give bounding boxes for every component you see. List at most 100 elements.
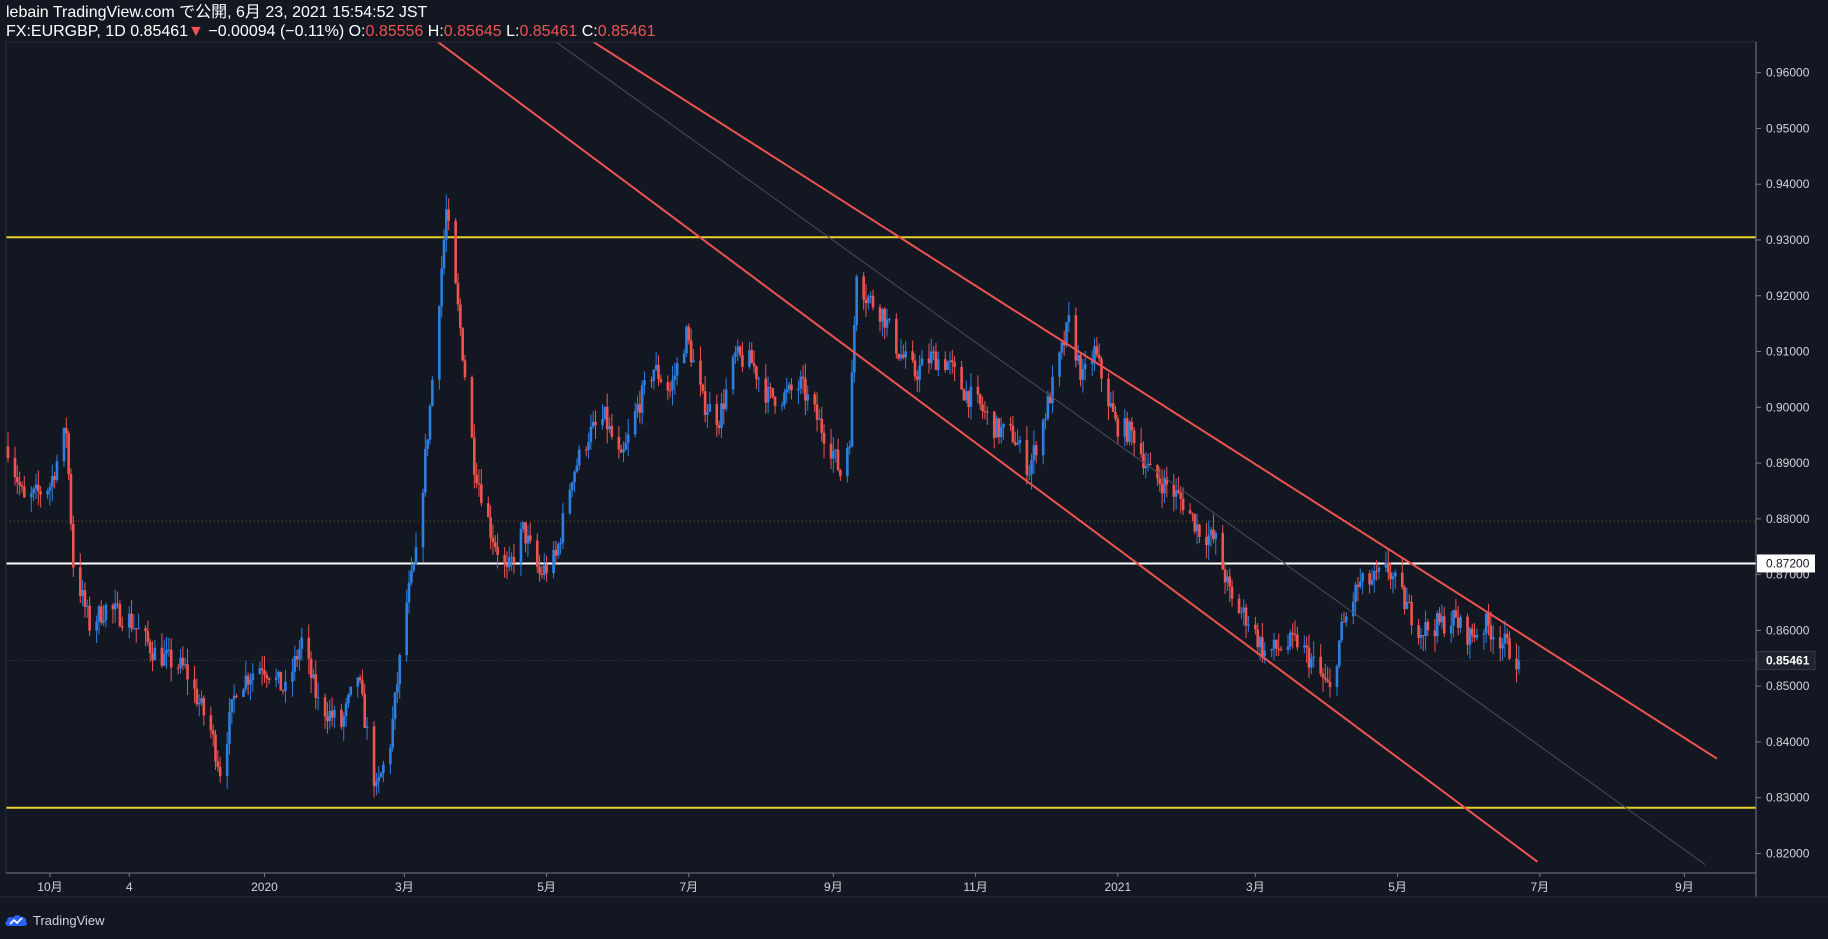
candle-body <box>601 418 604 426</box>
candle-body <box>153 647 157 661</box>
candle-body <box>67 433 70 474</box>
candle-body <box>375 781 378 787</box>
candle-body <box>1328 681 1332 688</box>
candle-body <box>146 631 150 643</box>
candle-body <box>144 628 147 632</box>
candle-body <box>878 307 882 322</box>
candle-body <box>570 482 574 490</box>
candle-body <box>1303 645 1306 648</box>
candle-body <box>1261 637 1264 657</box>
y-tick-label: 0.85000 <box>1766 679 1810 693</box>
candle-body <box>1489 625 1493 640</box>
candle-body <box>312 674 315 679</box>
plot-frame <box>5 41 1757 874</box>
candle-body <box>274 677 278 680</box>
candle-body <box>1484 613 1488 634</box>
candle-body <box>524 522 527 544</box>
candle-body <box>225 743 229 777</box>
tradingview-footer[interactable]: TradingView <box>4 911 105 929</box>
candle-body <box>1449 625 1453 634</box>
close-label: C: <box>581 23 598 40</box>
candle-body <box>1391 576 1395 580</box>
candle-body <box>1058 352 1061 377</box>
candle-body <box>1074 315 1078 361</box>
candle-body <box>421 492 425 548</box>
candle-body <box>1132 430 1136 444</box>
candle-body <box>741 354 744 367</box>
candle-body <box>1256 629 1260 648</box>
candle-body <box>340 709 343 727</box>
candle-body <box>785 389 789 393</box>
candle-body <box>1163 477 1166 494</box>
candle-body <box>738 346 742 355</box>
candle-body <box>393 692 397 719</box>
candle-body <box>885 319 889 328</box>
candle-body <box>587 442 590 450</box>
candle-body <box>1338 640 1341 667</box>
candle-body <box>1277 648 1280 650</box>
candle-body <box>88 605 91 631</box>
candle-body <box>920 358 924 366</box>
candle-body <box>1342 621 1346 623</box>
candle-body <box>13 458 17 478</box>
x-tick-label: 9月 <box>1675 880 1694 894</box>
candle-body <box>459 304 462 329</box>
trend-lines[interactable] <box>404 17 1718 866</box>
candle-body <box>687 326 691 341</box>
candle-body <box>111 604 115 610</box>
candle-body <box>519 528 523 564</box>
candle-body <box>328 710 332 722</box>
candle-body <box>829 443 833 459</box>
candle-body <box>1358 581 1362 587</box>
x-tick-label: 7月 <box>679 880 698 894</box>
candle-body <box>1193 514 1197 532</box>
candle-body <box>608 425 611 430</box>
candle-body <box>218 767 222 777</box>
horizontal-lines[interactable] <box>6 236 1756 809</box>
candle-body <box>20 485 24 487</box>
candle-body <box>633 411 637 435</box>
candle-body <box>897 353 900 359</box>
candle-body <box>1093 346 1096 362</box>
axes: 0.820000.830000.840000.850000.860000.870… <box>0 41 1828 898</box>
candle-body <box>480 484 483 504</box>
y-tick-label: 0.96000 <box>1766 66 1810 80</box>
candle-body <box>813 394 817 405</box>
candle-body <box>992 411 996 438</box>
candle-body <box>1475 634 1479 638</box>
candle-body <box>997 418 1001 438</box>
candle-body <box>685 326 688 354</box>
candle-body <box>30 493 33 498</box>
candle-body <box>258 668 262 674</box>
candle-body <box>1377 567 1381 572</box>
candle-body <box>689 340 693 363</box>
candle-body <box>643 380 646 385</box>
y-tick-label: 0.94000 <box>1766 177 1810 191</box>
x-tick-label: 9月 <box>824 880 843 894</box>
candle-body <box>934 351 938 371</box>
candle-body <box>701 384 705 392</box>
candle-body <box>510 556 513 558</box>
candle-body <box>162 653 166 666</box>
x-tick-label: 2021 <box>1104 880 1131 894</box>
candle-body <box>1356 584 1360 587</box>
candle-body <box>209 715 213 731</box>
candle-body <box>62 428 66 462</box>
candle-body <box>750 350 754 364</box>
candle-body <box>584 449 588 451</box>
candle-body <box>834 449 838 451</box>
current-price-tag <box>1756 650 1816 670</box>
x-tick-label: 7月 <box>1530 880 1549 894</box>
candle-body <box>552 550 555 574</box>
candle-body <box>1060 342 1064 353</box>
candle-body <box>16 477 19 483</box>
candle-body <box>316 697 320 699</box>
candle-body <box>1286 646 1290 650</box>
candle-body <box>183 664 187 666</box>
candle-body <box>424 448 427 493</box>
candle-body <box>1393 572 1397 577</box>
candle-body <box>1324 677 1327 680</box>
candle-body <box>673 375 677 380</box>
candle-body <box>342 715 346 727</box>
